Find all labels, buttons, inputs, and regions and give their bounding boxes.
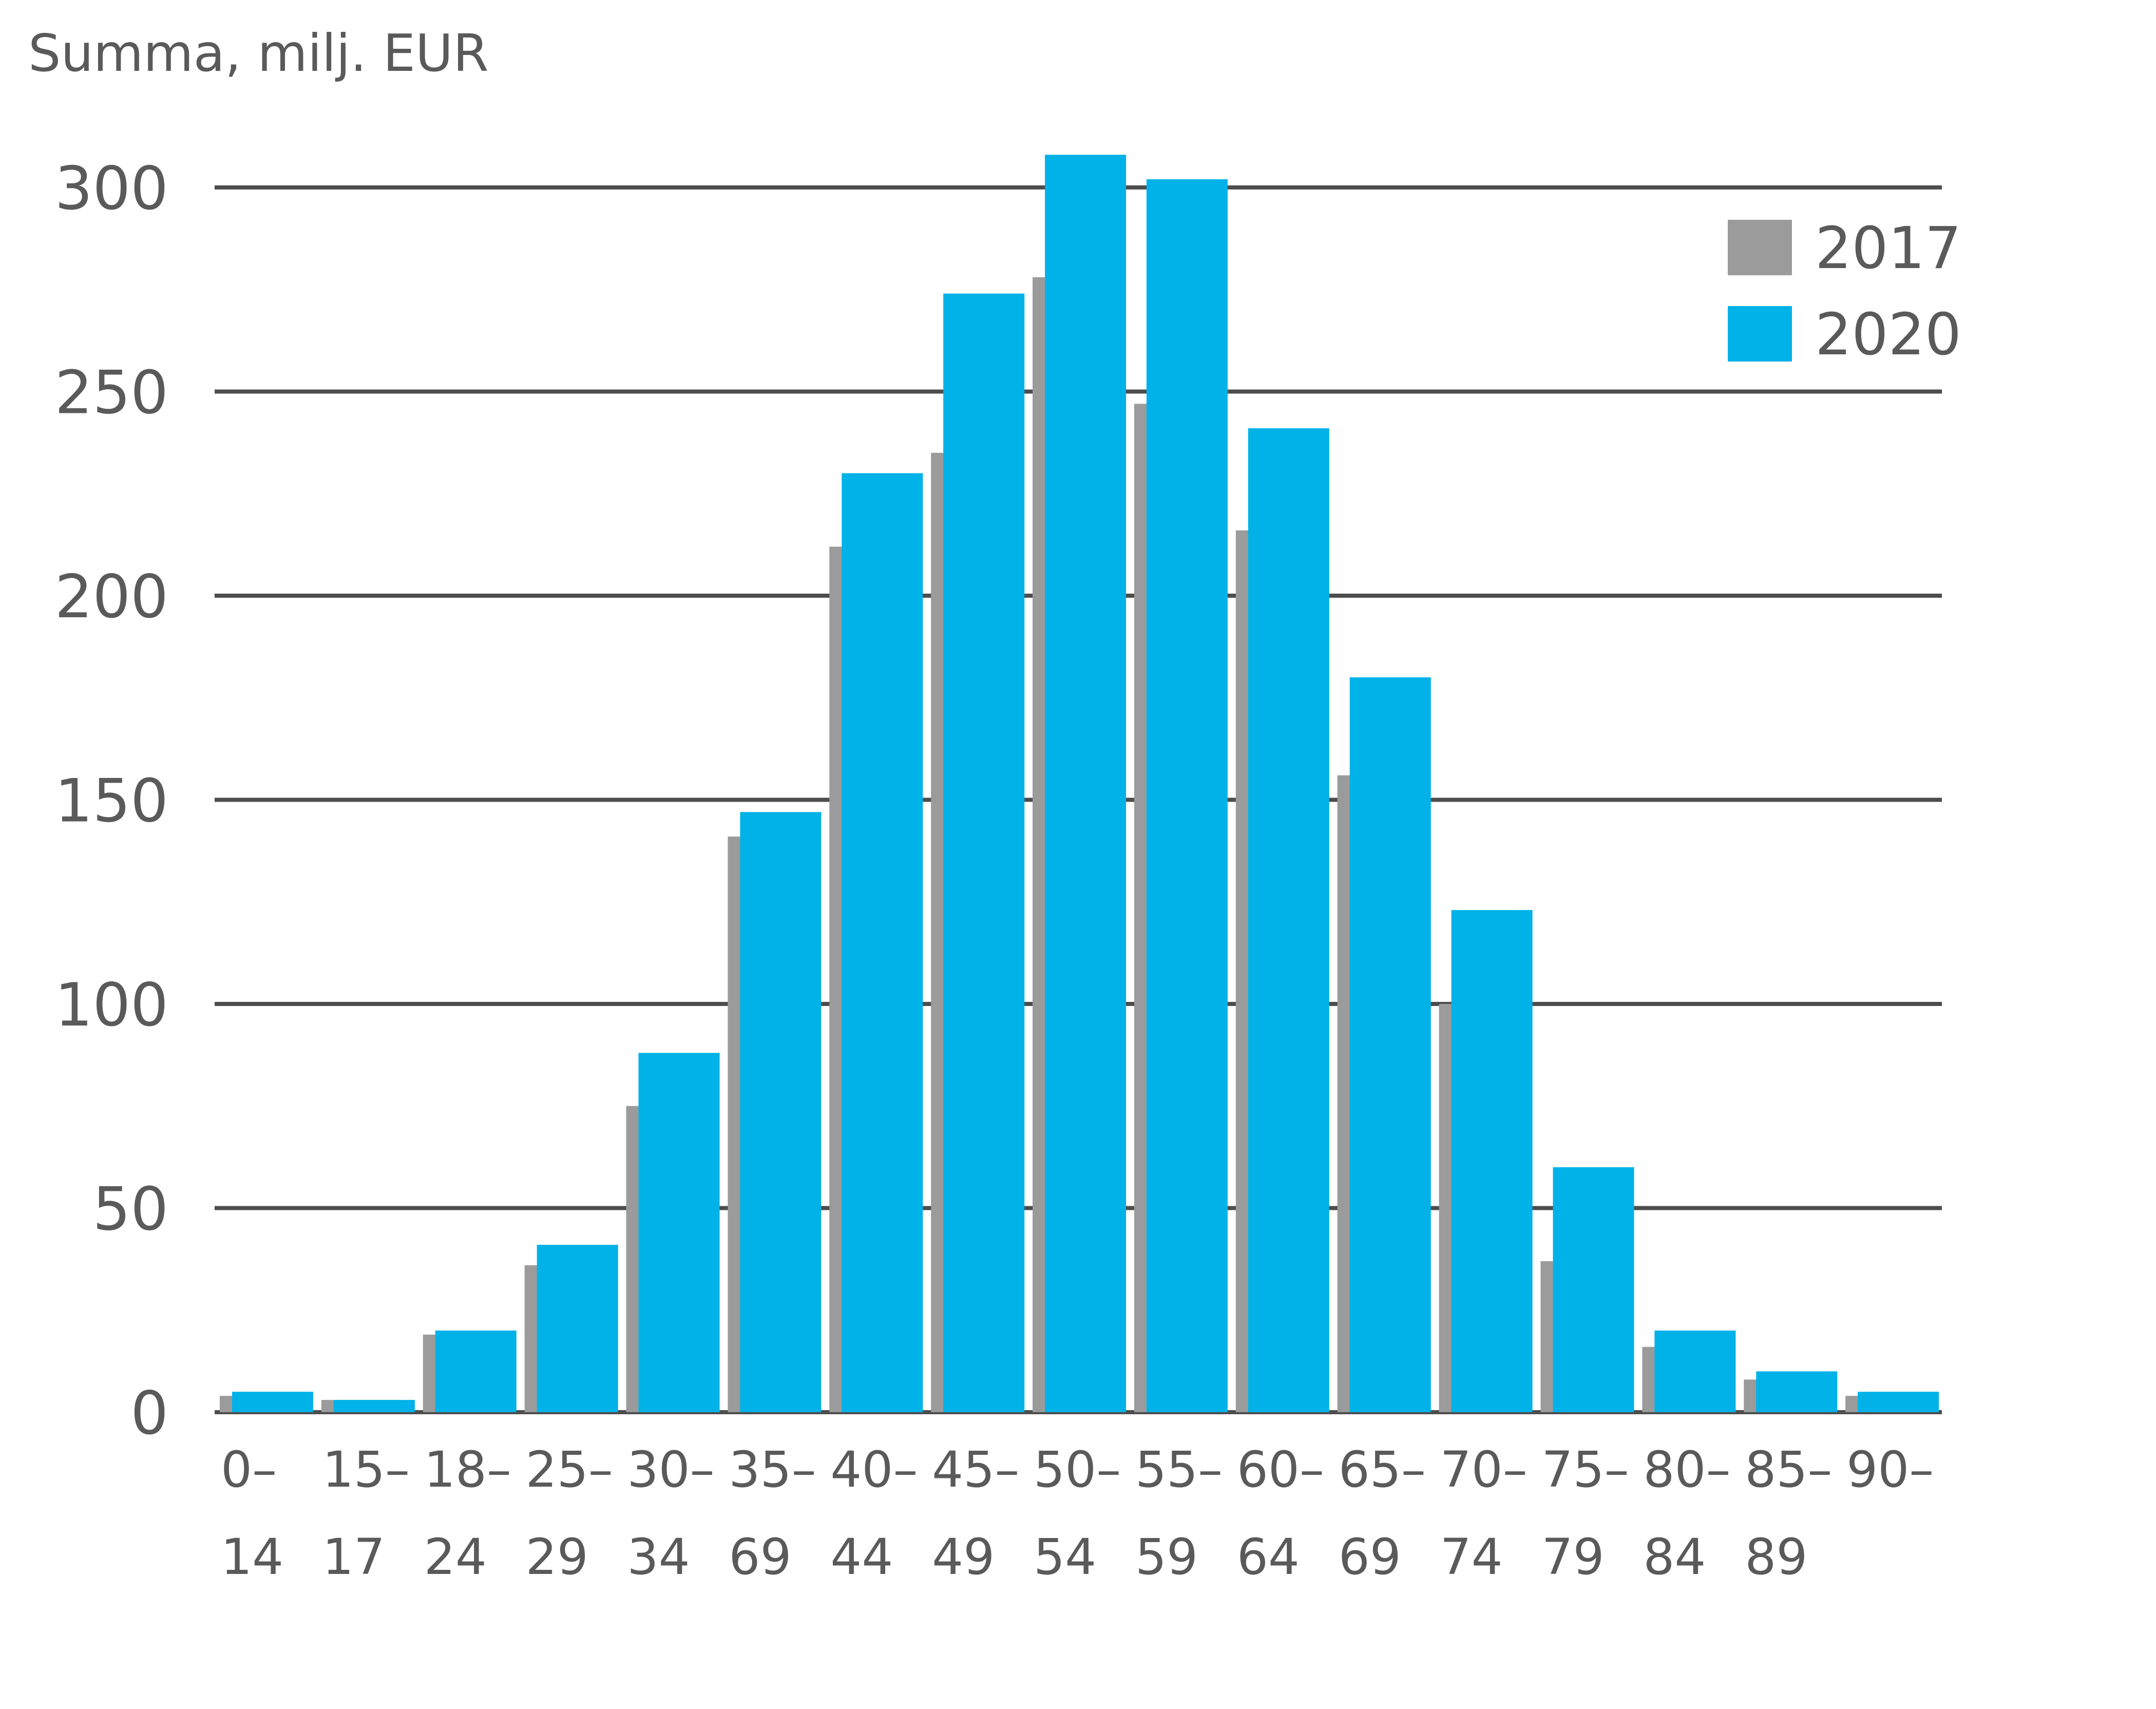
bar-2020-13 — [1553, 1167, 1634, 1412]
x-tick-labels: 0– 14 15– 17 18– 24 25– 29 30– 34 35– 69 40– 44 45– 49 5… — [221, 1441, 1934, 1586]
x-tick-8-line-2: 54 — [1034, 1528, 1096, 1586]
x-tick-14-line-2: 84 — [1643, 1528, 1706, 1586]
x-tick-4-line-2: 34 — [627, 1528, 690, 1586]
y-axis-label: Summa, milj. EUR — [28, 23, 489, 83]
y-tick-150: 150 — [55, 767, 168, 836]
x-tick-3-line-2: 29 — [526, 1528, 588, 1586]
x-tick-5-line-1: 35– — [729, 1441, 816, 1498]
y-tick-250: 250 — [55, 358, 168, 428]
bar-2020-11 — [1349, 677, 1431, 1412]
x-tick-3-line-1: 25– — [526, 1441, 613, 1498]
bar-2020-15 — [1756, 1371, 1838, 1412]
x-tick-0-line-1: 0– — [221, 1441, 277, 1498]
legend: 2017 2020 — [1728, 215, 1961, 368]
bar-2020-1 — [333, 1400, 415, 1412]
x-tick-5-line-2: 69 — [729, 1528, 791, 1586]
bar-2020-0 — [232, 1392, 313, 1412]
y-tick-0: 0 — [130, 1379, 168, 1448]
x-tick-15-line-2: 89 — [1745, 1528, 1807, 1586]
x-tick-12-line-2: 74 — [1440, 1528, 1503, 1586]
x-tick-15-line-1: 85– — [1745, 1441, 1832, 1498]
bar-2020-2 — [435, 1331, 517, 1412]
x-tick-6-line-1: 40– — [830, 1441, 918, 1498]
x-tick-7-line-1: 45– — [932, 1441, 1019, 1498]
legend-label-2017: 2017 — [1815, 215, 1961, 282]
y-tick-labels: 0 50 100 150 200 250 300 — [55, 154, 168, 1448]
x-tick-13-line-2: 79 — [1541, 1528, 1604, 1586]
x-tick-8-line-1: 50– — [1034, 1441, 1121, 1498]
legend-swatch-2017 — [1728, 220, 1792, 275]
legend-swatch-2020 — [1728, 306, 1792, 362]
bar-2020-6 — [842, 473, 923, 1412]
y-tick-50: 50 — [92, 1175, 168, 1244]
bar-2020-5 — [740, 812, 822, 1412]
x-tick-9-line-2: 59 — [1135, 1528, 1198, 1586]
y-tick-300: 300 — [55, 154, 168, 223]
x-tick-6-line-2: 44 — [830, 1528, 893, 1586]
legend-label-2020: 2020 — [1815, 301, 1961, 368]
bar-2020-7 — [943, 293, 1025, 1413]
x-tick-11-line-2: 69 — [1339, 1528, 1401, 1586]
x-tick-2-line-2: 24 — [424, 1528, 487, 1586]
x-tick-16-line-1: 90– — [1846, 1441, 1934, 1498]
x-tick-11-line-1: 65– — [1339, 1441, 1426, 1498]
x-tick-9-line-1: 55– — [1135, 1441, 1223, 1498]
y-tick-200: 200 — [55, 562, 168, 632]
x-tick-10-line-2: 64 — [1237, 1528, 1300, 1586]
x-tick-1-line-2: 17 — [322, 1528, 385, 1586]
x-tick-14-line-1: 80– — [1643, 1441, 1730, 1498]
y-tick-100: 100 — [55, 971, 168, 1040]
bar-2020-9 — [1146, 179, 1228, 1412]
x-tick-0-line-2: 14 — [221, 1528, 283, 1586]
x-tick-4-line-1: 30– — [627, 1441, 715, 1498]
bar-2020-14 — [1654, 1331, 1736, 1412]
x-tick-12-line-1: 70– — [1440, 1441, 1528, 1498]
x-tick-2-line-1: 18– — [424, 1441, 511, 1498]
bar-2020-3 — [537, 1245, 618, 1412]
x-tick-7-line-2: 49 — [932, 1528, 995, 1586]
x-tick-13-line-1: 75– — [1541, 1441, 1629, 1498]
bar-2020-12 — [1451, 910, 1533, 1412]
bar-2020-8 — [1045, 155, 1127, 1413]
bar-2020-16 — [1858, 1392, 1939, 1412]
bar-2020-10 — [1248, 428, 1329, 1412]
bars — [220, 155, 1939, 1413]
x-tick-10-line-1: 60– — [1237, 1441, 1324, 1498]
bar-2020-4 — [638, 1053, 720, 1412]
x-tick-1-line-1: 15– — [322, 1441, 410, 1498]
